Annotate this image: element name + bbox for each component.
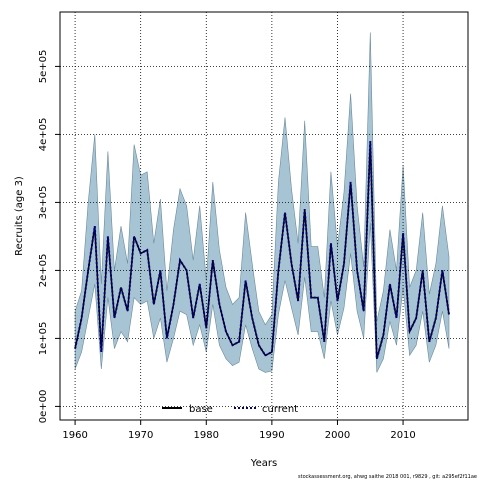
series-line-current — [74, 141, 450, 360]
x-tick-label-5: 2010 — [390, 430, 415, 441]
x-tick-label-2: 1980 — [194, 430, 219, 441]
y-axis: 0e+00 1e+05 2e+05 3e+05 4e+05 5e+05 — [38, 50, 60, 424]
confidence-band — [74, 32, 450, 373]
plot-frame — [59, 11, 469, 421]
confidence-band-layer — [74, 32, 450, 373]
series-line-layer — [74, 141, 450, 360]
footer-credit: stockassessment.org, ahwg saithe 2018 00… — [298, 474, 477, 480]
y-tick-label-0: 0e+00 — [38, 390, 49, 424]
legend-current-label: current — [262, 404, 298, 415]
y-tick-label-3: 3e+05 — [38, 186, 49, 220]
x-tick-label-4: 2000 — [325, 430, 350, 441]
x-axis-label: Years — [250, 458, 277, 469]
x-axis: 1960 1970 1980 1990 2000 2010 — [62, 420, 416, 441]
legend: base current — [162, 404, 298, 415]
y-tick-label-4: 4e+05 — [38, 118, 49, 152]
x-tick-label-0: 1960 — [62, 430, 87, 441]
y-tick-label-1: 1e+05 — [38, 322, 49, 356]
y-axis-label: Recruits (age 3) — [14, 176, 25, 256]
y-tick-label-5: 5e+05 — [38, 50, 49, 84]
legend-base-label: base — [189, 404, 213, 415]
y-tick-label-2: 2e+05 — [38, 254, 49, 288]
x-tick-label-3: 1990 — [259, 430, 284, 441]
x-tick-label-1: 1970 — [128, 430, 153, 441]
